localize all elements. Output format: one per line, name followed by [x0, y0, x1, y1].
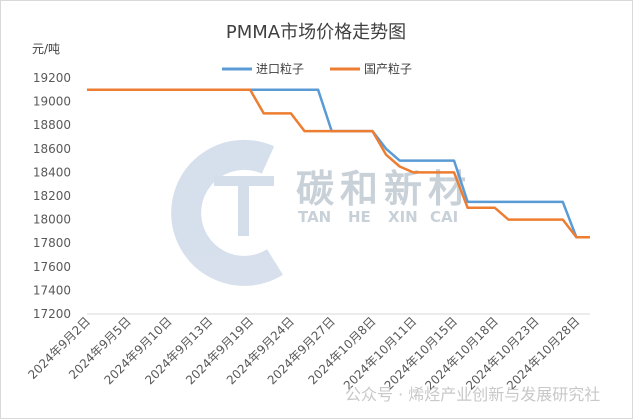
- watermark-en-2: HE: [348, 208, 371, 226]
- series-lines: [87, 88, 590, 239]
- watermark-logo-arc: [171, 139, 283, 286]
- y-tick-label-18600: 18600: [33, 142, 71, 156]
- y-tick-labels: 17200 17400 17600 17800 18000 18200 18400 18600…: [33, 71, 71, 321]
- y-tick-label-18200: 18200: [33, 189, 71, 203]
- watermark: 碳和新材 TAN HE XIN CAI: [171, 139, 472, 286]
- y-tick-label-17200: 17200: [33, 307, 71, 321]
- chart-title: PMMA市场价格走势图: [226, 22, 406, 43]
- watermark-logo-stem: [238, 176, 249, 236]
- y-axis-unit: 元/吨: [32, 42, 60, 56]
- legend-label-imported: 进口粒子: [256, 61, 304, 76]
- y-tick-label-17600: 17600: [33, 260, 71, 274]
- x-tick-label-2024-10-28: 2024年10月28日: [504, 314, 583, 393]
- series-line-domestic: [87, 88, 590, 239]
- y-tick-label-19200: 19200: [33, 71, 71, 85]
- x-tick-label-2024-10-23: 2024年10月23日: [463, 314, 542, 393]
- y-tick-label-17400: 17400: [33, 283, 71, 297]
- y-tick-label-17800: 17800: [33, 236, 71, 250]
- x-tick-label-2024-10-18: 2024年10月18日: [422, 314, 501, 393]
- x-tick-labels: 2024年9月2日2024年9月5日2024年9月10日2024年9月13日20…: [25, 314, 582, 393]
- legend: 进口粒子 国产粒子: [222, 61, 412, 76]
- series-line-imported: [87, 88, 590, 239]
- legend-label-domestic: 国产粒子: [364, 61, 412, 76]
- x-tick-label-2024-10-11: 2024年10月11日: [341, 314, 420, 393]
- x-tick-label-2024-10-15: 2024年10月15日: [382, 314, 461, 393]
- y-tick-label-18400: 18400: [33, 165, 71, 179]
- y-tick-label-18000: 18000: [33, 213, 71, 227]
- watermark-en-3: XIN: [388, 208, 418, 226]
- watermark-en-1: TAN: [298, 208, 331, 226]
- watermark-en-4: CAI: [430, 208, 458, 226]
- y-tick-label-18800: 18800: [33, 118, 71, 132]
- y-tick-label-19000: 19000: [33, 95, 71, 109]
- watermark-cn-text: 碳和新材: [296, 167, 472, 211]
- footer-caption: 公众号 · 烯烃产业创新与发展研究社: [345, 385, 600, 404]
